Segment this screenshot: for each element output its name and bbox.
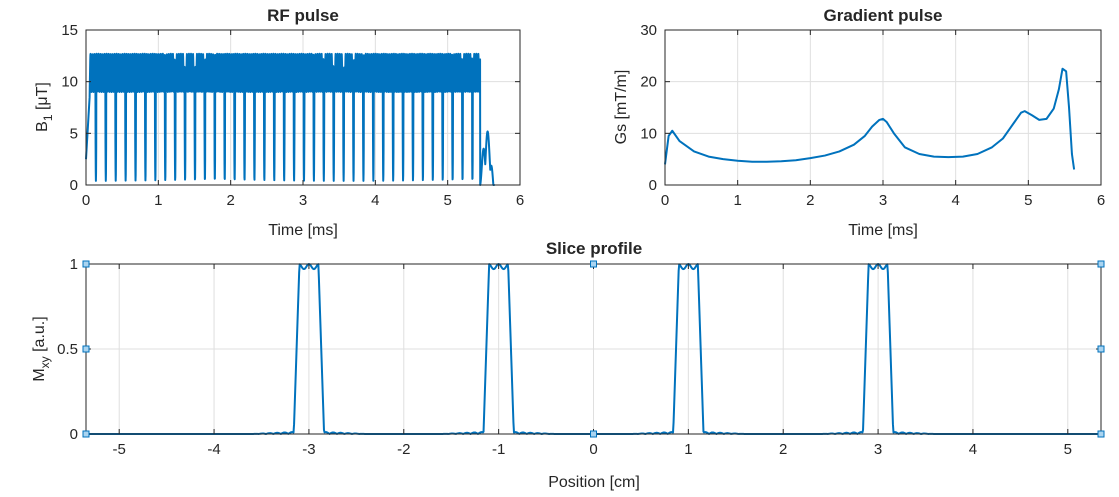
slice-ylabel-base: M: [31, 368, 48, 381]
gradient-xtick-label: 2: [806, 192, 814, 209]
rf-ytick-label: 10: [61, 74, 78, 91]
gradient-series: [664, 67, 1076, 170]
slice-profile-axes: -5 -4 -3 -2 -1 0 1 2 3 4 5 0 0.5 1 Slice profile Posi…: [31, 239, 1105, 491]
slice-xtick-label: 2: [779, 441, 787, 458]
rf-xtick-label: 0: [82, 192, 90, 209]
gradient-xtick-label: 6: [1097, 192, 1105, 209]
slice-xtick-label: -1: [492, 441, 505, 458]
rf-ylabel-base: B: [34, 121, 51, 132]
gradient-xtick-label: 5: [1024, 192, 1032, 209]
rf-ylabel-unit: [μT]: [34, 82, 51, 114]
gradient-xtick-label: 0: [661, 192, 669, 209]
slice-xtick-label: 4: [969, 441, 977, 458]
rf-title: RF pulse: [267, 6, 339, 25]
slice-ytick-label: 0.5: [57, 341, 78, 358]
rf-xtick-label: 1: [154, 192, 162, 209]
rf-ylabel: B1 [μT]: [34, 82, 55, 132]
gradient-ytick-label: 30: [640, 22, 657, 39]
resize-handle[interactable]: [1097, 430, 1105, 438]
slice-xtick-label: 3: [874, 441, 882, 458]
slice-xtick-label: 5: [1064, 441, 1072, 458]
gradient-ylabel: Gs [mT/m]: [613, 70, 630, 145]
rf-ytick-label: 5: [70, 125, 78, 142]
rf-pulse-line: [85, 52, 496, 186]
gradient-title: Gradient pulse: [823, 6, 942, 25]
gradient-ytick-label: 0: [649, 177, 657, 194]
gradient-grid: [664, 29, 1102, 186]
rf-xtick-label: 5: [443, 192, 451, 209]
gradient-pulse-line: [664, 67, 1076, 170]
slice-ylabel-sub: xy: [38, 356, 52, 368]
gradient-ytick-label: 20: [640, 74, 657, 91]
resize-handle[interactable]: [82, 345, 90, 353]
resize-handle[interactable]: [590, 430, 597, 438]
rf-xtick-label: 4: [371, 192, 379, 209]
rf-xtick-label: 3: [299, 192, 307, 209]
slice-title: Slice profile: [546, 239, 642, 258]
slice-ytick-label: 1: [70, 256, 78, 273]
resize-handle[interactable]: [1097, 260, 1105, 268]
slice-ticks: -5 -4 -3 -2 -1 0 1 2 3 4 5 0 0.5 1: [57, 256, 1101, 458]
slice-grid: [86, 263, 1101, 435]
resize-handle[interactable]: [82, 430, 90, 438]
slice-xtick-label: -2: [397, 441, 410, 458]
gradient-xtick-label: 3: [879, 192, 887, 209]
rf-xtick-label: 6: [516, 192, 524, 209]
rf-ytick-label: 15: [61, 22, 78, 39]
rf-xtick-label: 2: [226, 192, 234, 209]
rf-ticks: 0 1 2 3 4 5 6 0 5 10 15: [61, 22, 524, 209]
rf-xlabel: Time [ms]: [268, 222, 338, 239]
gradient-xlabel: Time [ms]: [848, 222, 918, 239]
slice-xlabel: Position [cm]: [548, 474, 640, 491]
slice-handles[interactable]: [82, 260, 1105, 438]
gradient-ytick-label: 10: [640, 125, 657, 142]
gradient-xtick-label: 1: [733, 192, 741, 209]
slice-xtick-label: -5: [113, 441, 126, 458]
rf-ylabel-sub: 1: [41, 114, 55, 121]
slice-xtick-label: 0: [589, 441, 597, 458]
slice-ylabel-unit: [a.u.]: [31, 316, 48, 356]
gradient-ticks: 0 1 2 3 4 5 6 0 10 20 30: [640, 22, 1105, 209]
slice-xtick-label: -4: [207, 441, 220, 458]
resize-handle[interactable]: [82, 260, 90, 268]
rf-ytick-label: 0: [70, 177, 78, 194]
resize-handle[interactable]: [590, 260, 597, 268]
slice-xtick-label: -3: [302, 441, 315, 458]
rf-series: [85, 52, 496, 186]
resize-handle[interactable]: [1097, 345, 1105, 353]
slice-xtick-label: 1: [684, 441, 692, 458]
slice-ytick-label: 0: [70, 426, 78, 443]
gradient-xtick-label: 4: [951, 192, 959, 209]
slice-ylabel: Mxy [a.u.]: [31, 316, 52, 381]
